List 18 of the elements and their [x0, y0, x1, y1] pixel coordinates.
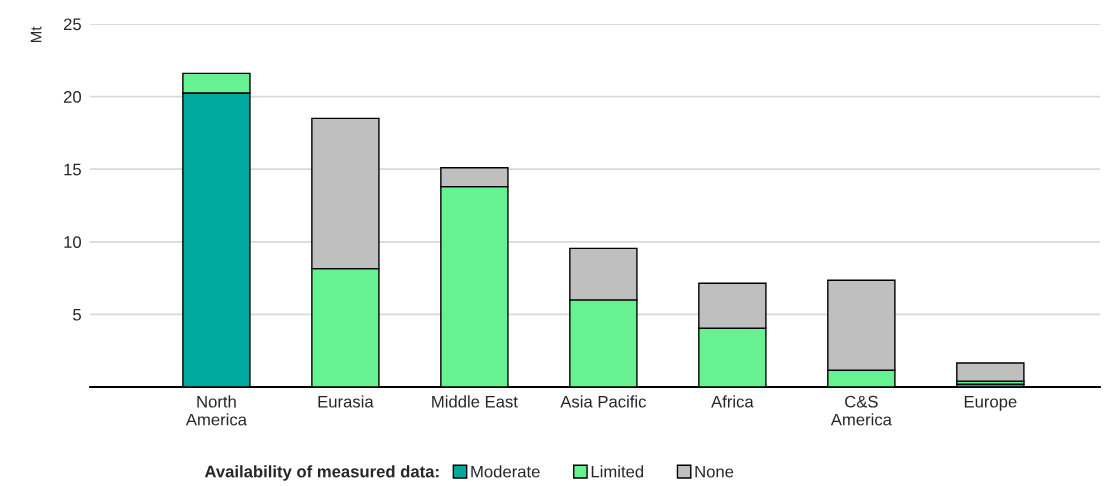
- x-tick-label: Europe: [964, 395, 1017, 411]
- x-tick-label: C&S America: [830, 395, 892, 426]
- y-tick-label: 15: [64, 163, 81, 176]
- legend-title: Availability of measured data:: [204, 465, 439, 481]
- x-tick-label: Middle East: [432, 395, 518, 408]
- y-tick-label: 20: [63, 91, 82, 103]
- legend-label: None: [695, 465, 734, 478]
- y-tick-label: 25: [63, 18, 81, 31]
- y-tick-label: 10: [64, 236, 82, 248]
- x-tick-label: North America: [185, 395, 247, 426]
- x-tick-label: Africa: [711, 395, 754, 408]
- y-tick-label: 5: [73, 308, 81, 321]
- legend-label: Moderate: [471, 465, 540, 478]
- y-axis-title: Mt: [30, 26, 42, 43]
- bar: [956, 362, 1025, 382]
- x-tick-label: Eurasia: [318, 395, 374, 408]
- legend-label: Limited: [591, 465, 644, 478]
- x-tick-label: Asia Pacific: [560, 395, 647, 408]
